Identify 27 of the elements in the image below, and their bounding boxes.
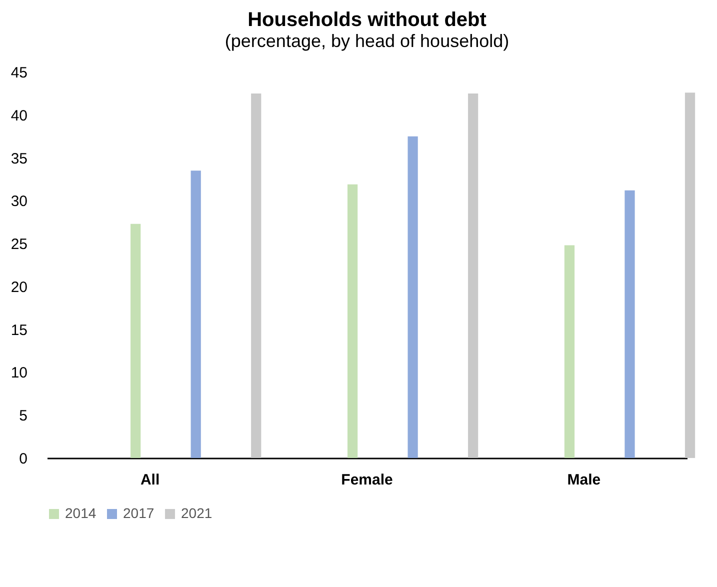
legend-label: 2017 xyxy=(123,505,154,521)
y-tick-label: 5 xyxy=(19,408,28,425)
y-tick-label: 25 xyxy=(10,236,28,254)
bar xyxy=(624,190,635,458)
x-tick-label: All xyxy=(140,472,160,488)
y-tick-label: 0 xyxy=(19,450,28,468)
y-tick-label: 20 xyxy=(10,278,28,296)
bar xyxy=(347,184,358,458)
x-tick-label: Male xyxy=(567,472,601,488)
chart-title: Households without debt xyxy=(248,9,487,31)
y-tick-label: 35 xyxy=(10,150,28,168)
legend-label: 2014 xyxy=(65,505,96,521)
bar xyxy=(408,136,418,458)
chart-subtitle: (percentage, by head of household) xyxy=(224,31,510,51)
y-tick-label: 30 xyxy=(10,193,28,210)
y-tick-label: 45 xyxy=(10,64,28,82)
bar xyxy=(251,93,262,458)
legend-label: 2021 xyxy=(181,505,212,521)
y-tick-label: 10 xyxy=(10,364,28,382)
y-tick-label: 40 xyxy=(10,107,28,124)
bar xyxy=(564,245,575,458)
x-tick-label: Female xyxy=(341,472,393,488)
bar xyxy=(684,92,696,458)
y-tick-label: 15 xyxy=(10,322,28,339)
bar xyxy=(190,170,201,458)
bar xyxy=(130,224,141,458)
bar xyxy=(468,93,478,458)
